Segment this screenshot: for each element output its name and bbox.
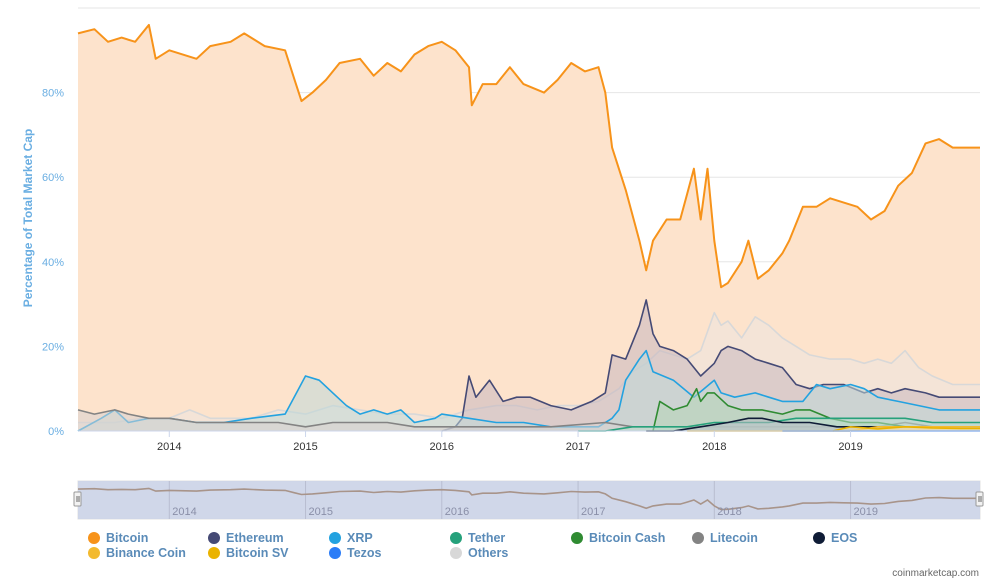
legend-marker [88, 532, 100, 544]
x-tick-label: 2016 [430, 441, 454, 453]
legend-label: Bitcoin [106, 531, 149, 545]
navigator-grid [168, 481, 852, 519]
navigator-selection[interactable] [78, 481, 980, 519]
legend-marker [450, 547, 462, 559]
legend-marker [813, 532, 825, 544]
x-tick-label: 2019 [838, 441, 862, 453]
legend-marker [208, 547, 220, 559]
navigator-tick-label: 2014 [172, 506, 196, 518]
legend-label: Bitcoin Cash [589, 531, 666, 545]
navigator-left-handle[interactable] [73, 491, 82, 507]
legend-item-xrp[interactable]: XRP [329, 531, 373, 545]
series-line-bitcoin[interactable] [77, 23, 980, 289]
legend-item-bitcoin[interactable]: Bitcoin [88, 531, 148, 545]
legend-label: EOS [831, 531, 858, 545]
legend-label: Ethereum [226, 531, 284, 545]
navigator-axis: 2014 2015 2016 2017 2018 2019 [172, 506, 878, 518]
navigator-tick-label: 2018 [717, 506, 741, 518]
navigator-tick-label: 2015 [309, 506, 333, 518]
legend-marker [208, 532, 220, 544]
legend-label: Others [468, 546, 509, 560]
y-axis: 0% 20% 40% 60% 80% [42, 88, 64, 438]
legend-item-binance-coin[interactable]: Binance Coin [88, 546, 186, 560]
x-tick-label: 2018 [702, 441, 726, 453]
x-tick-label: 2015 [293, 441, 317, 453]
series-layer [77, 23, 980, 432]
x-tick-label: 2017 [566, 441, 590, 453]
legend-marker [88, 547, 100, 559]
navigator-tick-label: 2019 [854, 506, 878, 518]
legend-item-bitcoin-sv[interactable]: Bitcoin SV [208, 546, 289, 560]
legend-marker [329, 547, 341, 559]
y-axis-label: Percentage of Total Market Cap [21, 129, 35, 308]
navigator[interactable]: 2014 2015 2016 2017 2018 2019 [73, 480, 984, 520]
legend-item-eos[interactable]: EOS [813, 531, 857, 545]
legend-marker [692, 532, 704, 544]
legend-item-bitcoin-cash[interactable]: Bitcoin Cash [571, 531, 665, 545]
x-axis: 2014 2015 2016 2017 2018 2019 [78, 430, 980, 453]
navigator-right-handle[interactable] [975, 491, 984, 507]
legend-marker [450, 532, 462, 544]
legend-item-others[interactable]: Others [450, 546, 508, 560]
series-line-tether[interactable] [578, 417, 980, 432]
legend-label: Tether [468, 531, 506, 545]
legend-label: Binance Coin [106, 546, 186, 560]
legend-marker [571, 532, 583, 544]
y-tick-label: 40% [42, 257, 64, 269]
series-area-bitcoin-sv [832, 426, 980, 431]
source-credit: coinmarketcap.com [892, 568, 979, 579]
y-tick-label: 0% [48, 426, 64, 438]
navigator-tick-label: 2017 [581, 506, 605, 518]
legend-label: Litecoin [710, 531, 758, 545]
legend-item-ethereum[interactable]: Ethereum [208, 531, 284, 545]
legend-item-tezos[interactable]: Tezos [329, 546, 382, 560]
legend-label: XRP [347, 531, 373, 545]
legend-label: Tezos [347, 546, 382, 560]
navigator-tick-label: 2016 [445, 506, 469, 518]
y-tick-label: 60% [42, 172, 64, 184]
legend-label: Bitcoin SV [226, 546, 289, 560]
navigator-bitcoin-line [77, 487, 980, 511]
legend-marker [329, 532, 341, 544]
x-tick-label: 2014 [157, 441, 181, 453]
legend-item-litecoin[interactable]: Litecoin [692, 531, 758, 545]
series-line-bitcoin-sv[interactable] [832, 426, 980, 432]
y-tick-label: 20% [42, 341, 64, 353]
y-tick-label: 80% [42, 88, 64, 100]
legend-item-tether[interactable]: Tether [450, 531, 505, 545]
